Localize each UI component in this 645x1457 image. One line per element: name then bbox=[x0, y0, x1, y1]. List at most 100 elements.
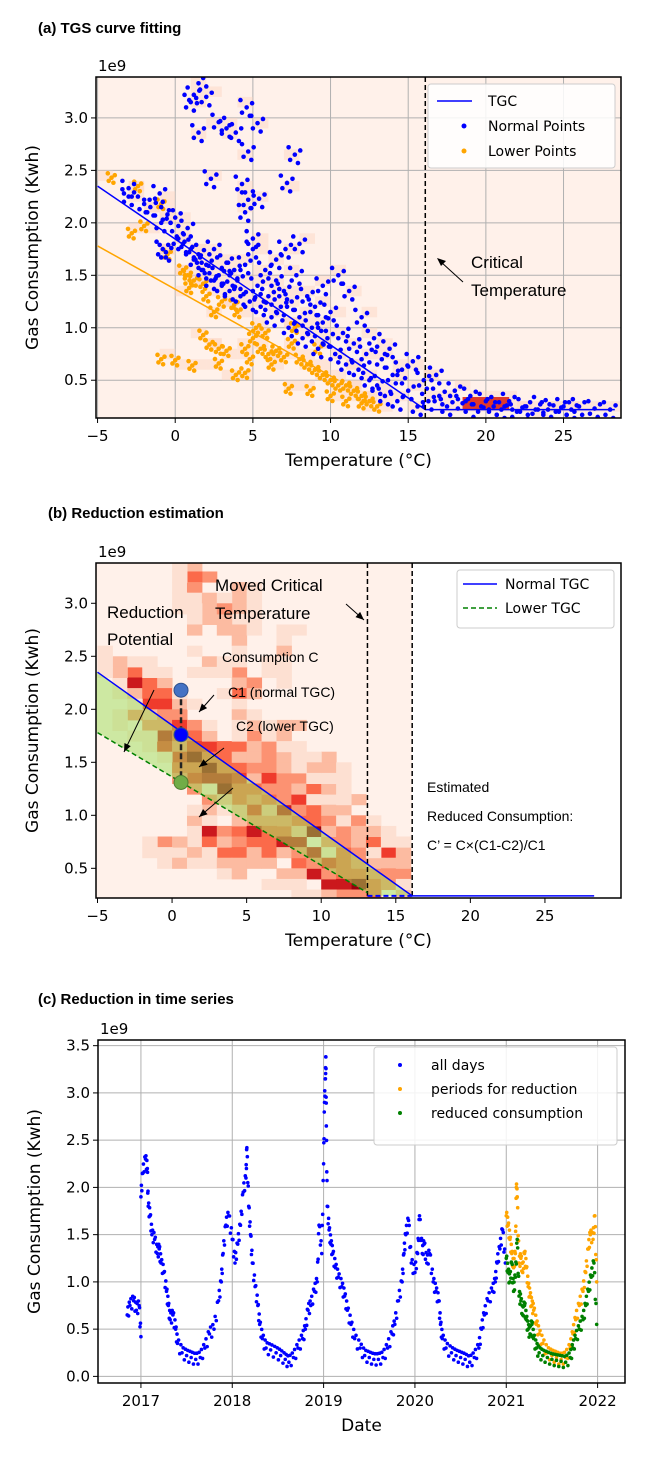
normal-point bbox=[340, 330, 346, 336]
reduction-period-point bbox=[535, 1319, 539, 1323]
normal-point bbox=[379, 356, 385, 362]
heatmap-cell bbox=[231, 582, 248, 594]
all-days-point bbox=[145, 1170, 150, 1175]
heatmap-cell bbox=[201, 666, 218, 678]
normal-point bbox=[194, 100, 200, 106]
heatmap-cell bbox=[231, 688, 248, 700]
density-cell bbox=[159, 191, 176, 202]
all-days-point bbox=[346, 1306, 351, 1310]
lower-point bbox=[311, 385, 316, 391]
lower-point bbox=[271, 351, 276, 357]
reduction-period-point bbox=[514, 1224, 518, 1228]
lower-point bbox=[269, 362, 274, 367]
y-tick-label: 2.0 bbox=[64, 214, 88, 232]
density-cell bbox=[221, 254, 238, 265]
reduction-period-point bbox=[508, 1235, 513, 1240]
normal-point bbox=[381, 339, 386, 344]
all-days-point bbox=[419, 1236, 424, 1241]
lower-point bbox=[293, 352, 299, 358]
normal-point bbox=[353, 307, 358, 313]
normal-point bbox=[185, 85, 190, 90]
normal-point bbox=[551, 403, 556, 408]
normal-point bbox=[217, 242, 222, 248]
all-days-point bbox=[235, 1242, 240, 1246]
normal-point bbox=[390, 372, 395, 378]
normal-point bbox=[447, 412, 453, 418]
all-days-point bbox=[354, 1333, 358, 1338]
all-days-point bbox=[184, 1353, 189, 1358]
reduced-consumption-point bbox=[566, 1363, 570, 1368]
legend-label: Normal Points bbox=[488, 119, 585, 135]
lower-point bbox=[255, 349, 261, 355]
heatmap-cell bbox=[157, 836, 173, 848]
lower-point bbox=[143, 228, 149, 234]
lower-point bbox=[244, 360, 250, 365]
reduction-period-point bbox=[587, 1245, 592, 1250]
heatmap-cell bbox=[186, 730, 203, 742]
lower-point bbox=[242, 346, 248, 352]
normal-point bbox=[244, 228, 249, 234]
normal-point bbox=[561, 404, 566, 409]
normal-point bbox=[197, 255, 203, 260]
heatmap-cell bbox=[306, 889, 322, 898]
normal-point bbox=[343, 339, 349, 344]
normal-point bbox=[214, 172, 219, 177]
all-days-point bbox=[343, 1292, 348, 1296]
all-days-point bbox=[196, 1362, 200, 1366]
all-days-point bbox=[180, 1350, 184, 1355]
density-cell bbox=[423, 369, 440, 381]
normal-point bbox=[299, 268, 305, 274]
normal-point bbox=[492, 399, 498, 405]
normal-point bbox=[233, 299, 239, 304]
heatmap-cell bbox=[157, 857, 173, 869]
normal-point bbox=[592, 406, 597, 411]
heatmap-cell bbox=[231, 751, 248, 763]
normal-point bbox=[346, 370, 352, 376]
normal-point bbox=[264, 320, 270, 325]
density-cell bbox=[299, 233, 316, 244]
all-days-point bbox=[159, 1257, 164, 1262]
normal-point bbox=[179, 218, 184, 224]
normal-point bbox=[338, 347, 343, 353]
normal-point bbox=[121, 199, 127, 205]
all-days-point bbox=[220, 1271, 225, 1276]
c1-marker bbox=[173, 727, 189, 743]
all-days-point bbox=[226, 1210, 230, 1215]
all-days-point bbox=[449, 1350, 454, 1355]
normal-point bbox=[235, 186, 240, 192]
normal-point bbox=[290, 307, 296, 313]
lower-point bbox=[203, 293, 209, 299]
all-days-point bbox=[502, 1247, 507, 1251]
lower-point bbox=[160, 361, 166, 367]
density-cell bbox=[299, 306, 316, 318]
heatmap-cell bbox=[276, 741, 292, 753]
lower-point bbox=[254, 342, 260, 347]
heatmap-cell bbox=[306, 762, 322, 774]
all-days-point bbox=[256, 1302, 261, 1307]
panel-a-title: (a) TGS curve fitting bbox=[38, 20, 181, 37]
lower-point bbox=[247, 356, 253, 362]
lower-point bbox=[297, 356, 302, 362]
density-cell bbox=[315, 359, 331, 370]
normal-point bbox=[120, 178, 125, 184]
c2-marker bbox=[173, 774, 189, 790]
lower-point bbox=[232, 312, 237, 318]
lower-point bbox=[193, 283, 199, 288]
density-cell bbox=[190, 359, 207, 370]
normal-point bbox=[195, 68, 200, 73]
normal-point bbox=[275, 281, 281, 286]
heatmap-cell bbox=[276, 666, 292, 678]
normal-point bbox=[203, 262, 209, 268]
normal-point bbox=[250, 236, 256, 241]
normal-point bbox=[210, 112, 215, 118]
heatmap-cell bbox=[306, 857, 322, 869]
all-days-point bbox=[358, 1346, 362, 1350]
critical-temperature-annotation: Critical bbox=[471, 253, 523, 272]
normal-point bbox=[325, 279, 331, 284]
all-days-point bbox=[315, 1280, 320, 1284]
normal-point bbox=[491, 404, 496, 409]
reduced-consumption-point bbox=[523, 1301, 527, 1306]
lower-point bbox=[278, 357, 284, 363]
lower-point bbox=[242, 370, 248, 376]
normal-point bbox=[356, 367, 361, 373]
